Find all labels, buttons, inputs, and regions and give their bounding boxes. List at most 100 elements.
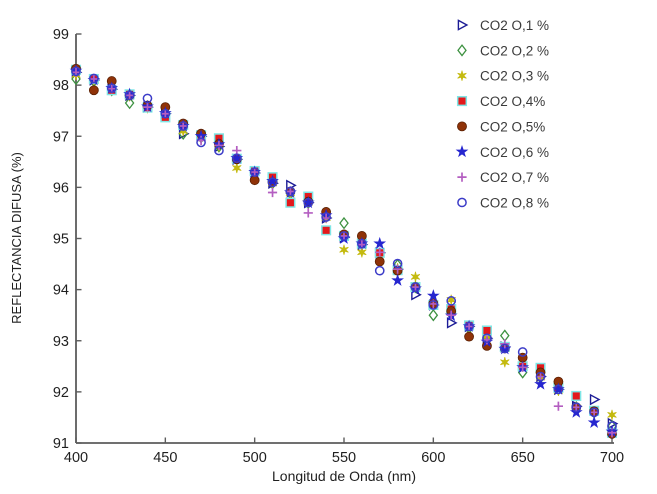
data-point-plus <box>214 140 224 151</box>
legend-label: CO2 O,8 % <box>480 195 549 210</box>
data-point-circle-open <box>214 145 224 156</box>
data-point-circle-open <box>321 212 331 222</box>
data-point-plus <box>160 109 170 119</box>
data-point-diamond <box>339 216 349 230</box>
data-point-circle-open <box>106 83 117 94</box>
data-point-circle-open <box>464 321 474 332</box>
data-point-plus <box>571 402 581 412</box>
legend-item: CO2 O,7 % <box>457 170 549 185</box>
data-point-circle-open <box>553 384 564 395</box>
y-tick-label: 96 <box>53 180 69 196</box>
data-point-plus <box>125 90 135 100</box>
data-point-asterisk <box>339 244 349 255</box>
legend: CO2 O,1 % CO2 O,2 % CO2 O,3 % CO2 O,4% CO2 O… <box>455 18 549 210</box>
data-point-asterisk <box>500 357 510 368</box>
data-point-circle-open <box>374 265 385 276</box>
data-point-star <box>391 273 404 286</box>
data-point-triangle-right <box>589 393 601 406</box>
data-point-plus <box>393 264 403 274</box>
data-point-circle-open <box>392 258 403 269</box>
x-tick-label: 650 <box>511 450 535 466</box>
data-point-star <box>534 377 547 390</box>
data-point-asterisk <box>457 70 467 81</box>
data-point-star <box>426 289 440 302</box>
data-point-plus <box>375 247 385 257</box>
x-tick-label: 600 <box>421 450 445 466</box>
legend-label: CO2 O,2 % <box>480 43 549 58</box>
data-point-circle <box>249 175 260 186</box>
data-point-plus <box>518 362 528 372</box>
data-point-circle-open <box>571 402 582 413</box>
data-point-circle-open <box>517 347 528 357</box>
legend-item: CO2 O,2 % <box>457 43 549 58</box>
data-point-plus <box>178 121 188 131</box>
legend-item: CO2 O,8 % <box>457 195 549 210</box>
data-point-square <box>456 96 468 107</box>
data-point-plus <box>457 172 467 182</box>
x-tick-label: 400 <box>64 450 88 466</box>
data-point-plus <box>553 401 563 411</box>
data-point-asterisk <box>607 409 617 421</box>
legend-label: CO2 O,6 % <box>480 145 549 160</box>
data-point-plus <box>535 371 546 382</box>
data-point-plus <box>303 208 313 218</box>
data-point-plus <box>142 102 153 112</box>
data-point-circle-open <box>71 66 81 77</box>
legend-item: CO2 O,3 % <box>457 69 549 84</box>
data-point-circle <box>464 331 474 342</box>
data-point-circle-open <box>339 231 349 241</box>
legend-item: CO2 O,1 % <box>457 18 549 33</box>
data-point-square <box>285 197 296 208</box>
y-tick-label: 99 <box>53 27 69 43</box>
y-tick-label: 95 <box>53 232 69 248</box>
x-tick-label: 500 <box>243 450 267 466</box>
data-point-circle-open <box>410 282 421 292</box>
data-point-circle-open <box>607 421 617 431</box>
data-point-circle-open <box>231 153 242 164</box>
data-point-star <box>373 236 387 250</box>
legend-item: CO2 O,4% <box>456 94 545 109</box>
data-point-circle-open <box>178 121 189 131</box>
data-point-plus <box>285 186 295 197</box>
y-tick-label: 93 <box>53 334 69 350</box>
legend-label: CO2 O,7 % <box>480 170 549 185</box>
legend-label: CO2 O,3 % <box>480 69 549 84</box>
legend-label: CO2 O,1 % <box>480 18 549 33</box>
data-point-circle-open <box>89 73 99 84</box>
data-point-circle-open <box>357 238 367 249</box>
data-point-circle-open <box>303 197 314 208</box>
y-tick-label: 91 <box>53 436 69 452</box>
data-point-circle-open <box>482 333 492 344</box>
legend-label: CO2 O,4% <box>480 94 545 109</box>
data-point-circle-open <box>589 407 599 418</box>
data-point-circle-open <box>142 93 153 104</box>
data-point-circle-open <box>160 108 171 119</box>
data-point-star <box>587 415 601 428</box>
axes: 91 92 93 94 95 96 97 98 99 400 450 500 550 600 650 700 L… <box>9 27 624 484</box>
series-circle-open <box>71 66 617 431</box>
data-point-circle-open <box>499 343 510 354</box>
data-point-plus <box>410 282 421 292</box>
legend-label: CO2 O,5% <box>480 119 545 134</box>
data-point-circle-open <box>457 197 467 208</box>
data-point-asterisk <box>410 271 421 283</box>
data-points <box>69 63 619 439</box>
data-point-circle-open <box>428 300 439 310</box>
data-point-plus <box>267 187 278 198</box>
data-point-plus <box>339 231 349 241</box>
data-point-plus <box>464 321 474 332</box>
data-point-circle-open <box>267 177 278 188</box>
y-axis-title: REFLECTANCIA DIFUSA (%) <box>9 152 24 324</box>
data-point-triangle-right <box>446 317 458 329</box>
data-point-star <box>455 145 469 158</box>
data-point-asterisk <box>232 162 242 174</box>
data-point-circle-open <box>535 371 546 382</box>
x-tick-label: 700 <box>600 450 624 466</box>
data-point-circle-open <box>124 90 135 101</box>
data-point-asterisk <box>357 247 367 258</box>
x-axis-title: Longitud de Onda (nm) <box>272 468 416 484</box>
x-tick-label: 550 <box>332 450 356 466</box>
data-point-circle-open <box>249 167 260 177</box>
